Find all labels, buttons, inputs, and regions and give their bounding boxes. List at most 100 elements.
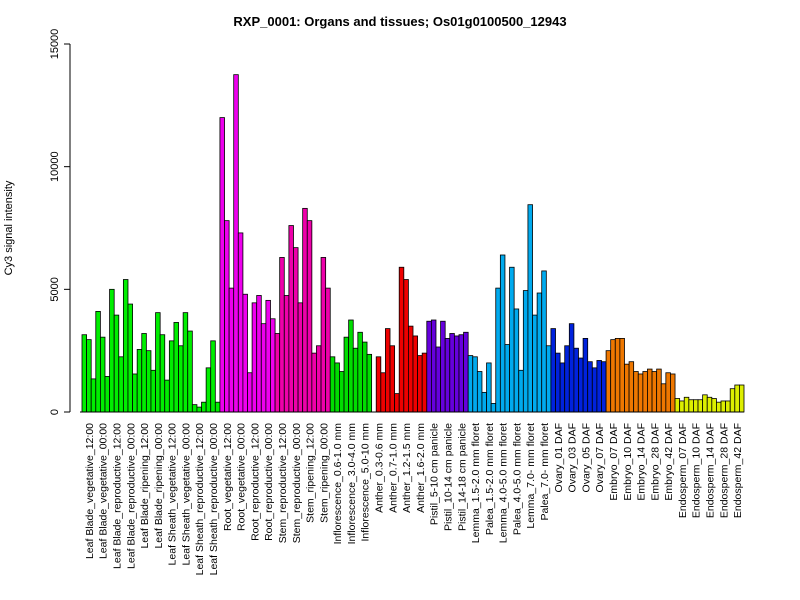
bar	[481, 391, 487, 413]
x-tick-label: Anther_0.7-1.0 mm	[387, 423, 399, 513]
bar	[536, 292, 543, 413]
bar	[224, 220, 230, 413]
bar	[196, 406, 202, 413]
chart-title: RXP_0001: Organs and tissues; Os01g01005…	[233, 14, 566, 29]
x-tick-label: Leaf Sheath_vegetative_12:00	[167, 423, 179, 566]
x-tick-label: Lemma_4.0-5.0 mm floret	[498, 423, 510, 543]
bar	[113, 314, 120, 413]
bar	[270, 318, 276, 413]
bar	[739, 384, 745, 413]
bar	[430, 319, 437, 413]
x-tick-label: Stem_reproductive_00:00	[291, 423, 303, 543]
bar	[407, 325, 414, 413]
x-tick-label: Anther_1.2-1.5 mm	[401, 423, 413, 513]
bar	[573, 347, 579, 413]
bar	[380, 372, 386, 413]
bar	[605, 350, 612, 413]
bar	[660, 383, 667, 413]
bar	[568, 323, 575, 413]
bar	[145, 350, 152, 413]
bar	[559, 362, 566, 413]
x-tick-label: Stem_ripening_00:00	[318, 423, 330, 523]
bar	[389, 345, 396, 413]
x-tick-label: Inflorescence_5.0-10 mm	[360, 423, 372, 542]
x-tick-label: Leaf Blade_reproductive_00:00	[125, 423, 137, 569]
bar	[435, 346, 441, 413]
bar	[104, 376, 110, 413]
bar	[118, 356, 124, 413]
bar	[178, 345, 184, 413]
bar	[219, 117, 225, 413]
bar	[81, 334, 87, 413]
bar	[564, 345, 570, 413]
bar	[711, 398, 717, 413]
bar	[109, 288, 115, 413]
x-tick-label: Lemma_7.0- mm floret	[525, 423, 537, 529]
bar	[440, 320, 446, 413]
bar	[706, 396, 713, 413]
bar	[187, 330, 193, 413]
x-tick-label: Inflorescence_3.0-4.0 mm	[346, 423, 358, 545]
y-tick-label: 0	[49, 409, 61, 415]
bar	[421, 352, 428, 413]
bar	[302, 207, 308, 413]
bar	[486, 362, 492, 413]
x-tick-label: Embryo_14 DAF	[636, 423, 648, 501]
x-tick-label: Palea_7.0- mm floret	[539, 423, 551, 521]
x-tick-label: Pistil_10-14 cm panicle	[442, 423, 454, 531]
x-tick-label: Anther_1.6-2.0 mm	[415, 423, 427, 513]
bar	[509, 266, 515, 413]
bar	[357, 331, 363, 413]
bar	[476, 371, 483, 413]
bar	[173, 322, 179, 413]
bar	[624, 363, 630, 413]
bar	[237, 232, 244, 413]
bar	[265, 299, 271, 413]
x-tick-label: Leaf Blade_ripening_00:00	[153, 423, 165, 549]
x-tick-label: Palea_1.5-2.0 mm floret	[484, 423, 496, 535]
bar	[619, 337, 625, 413]
bar	[403, 279, 409, 413]
y-axis: 0 5000 10000 15000	[49, 29, 71, 415]
bar	[458, 334, 464, 413]
bar	[274, 333, 281, 413]
bar	[642, 371, 648, 413]
bar	[182, 312, 189, 413]
bar	[398, 266, 405, 413]
bar	[288, 225, 294, 413]
x-tick-label: Root_reproductive_00:00	[263, 423, 275, 541]
bar	[683, 396, 690, 413]
bar	[545, 345, 552, 413]
bar	[720, 400, 727, 413]
bar	[228, 287, 235, 413]
bar	[306, 220, 313, 413]
bar	[679, 400, 685, 413]
bar	[582, 337, 589, 413]
bar	[348, 319, 354, 413]
bar	[729, 388, 736, 413]
bar	[674, 398, 681, 413]
x-tick-label: Endosperm_07 DAF	[677, 423, 689, 518]
x-tick-label: Leaf Sheath_vegetative_00:00	[180, 423, 192, 566]
x-tick-label: Leaf Blade_vegetative_00:00	[98, 423, 110, 559]
bar	[256, 295, 262, 413]
bar	[716, 401, 722, 413]
bar	[550, 328, 556, 413]
bar	[343, 336, 350, 413]
bar	[702, 394, 708, 413]
bar	[339, 371, 345, 413]
x-tick-label: Palea_4.0-5.0 mm floret	[511, 423, 523, 535]
x-tick-label: Leaf Sheath_reproductive_00:00	[208, 423, 220, 576]
bar	[136, 349, 143, 413]
bar	[499, 254, 506, 413]
bar	[214, 401, 221, 413]
x-tick-label: Embryo_10 DAF	[622, 423, 634, 501]
x-tick-label: Root_vegetative_12:00	[222, 423, 234, 531]
bar	[385, 328, 391, 413]
bar	[366, 353, 373, 413]
bar	[647, 368, 653, 413]
x-tick-label: Embryo_42 DAF	[663, 423, 675, 501]
x-tick-label: Leaf Blade_vegetative_12:00	[84, 423, 96, 559]
bar	[541, 270, 547, 413]
bar	[122, 279, 129, 413]
